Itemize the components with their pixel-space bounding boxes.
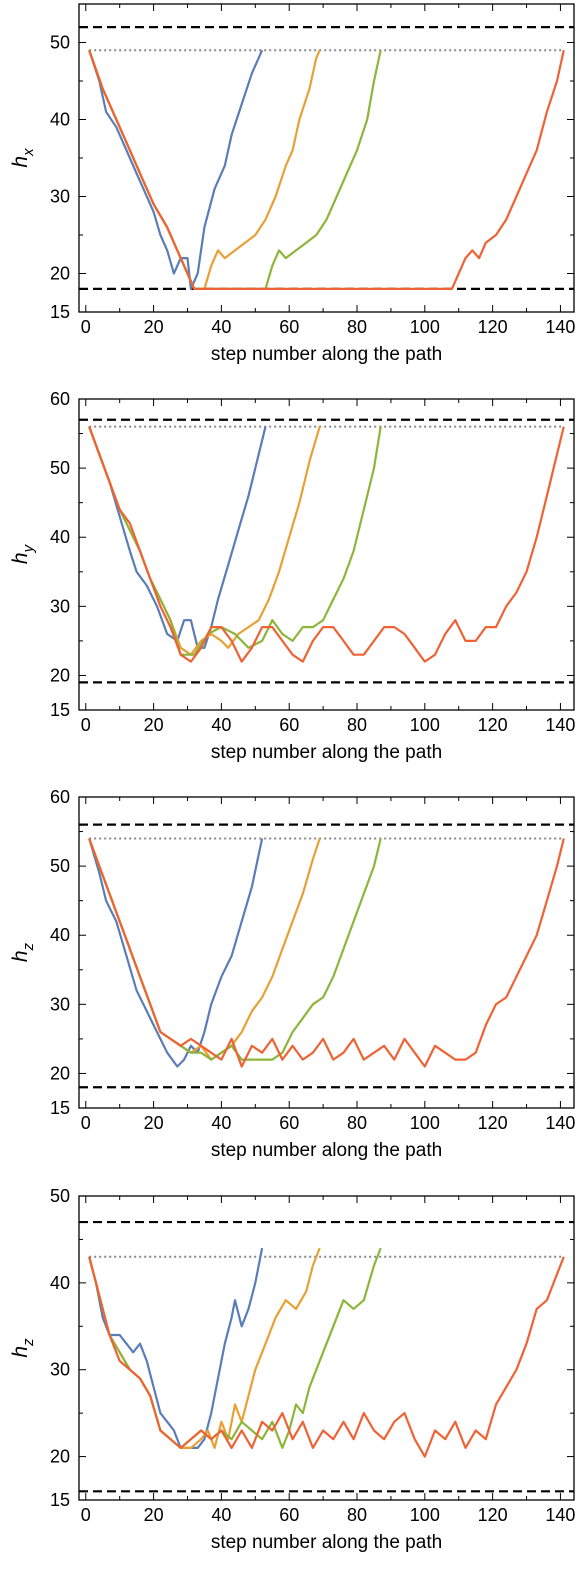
x-tick-label: 120 bbox=[478, 317, 508, 337]
x-axis-label: step number along the path bbox=[211, 1140, 442, 1161]
x-tick-label: 60 bbox=[279, 1113, 299, 1133]
panel-1: 0 20 40 60 80 100 120 140 15 20 30 40 50 step number … bbox=[9, 3, 575, 365]
y-tick-label: 30 bbox=[50, 596, 70, 616]
x-tick-label: 140 bbox=[545, 1505, 575, 1525]
series-line-4 bbox=[88, 1256, 565, 1458]
y-tick-label: 50 bbox=[50, 33, 70, 53]
x-tick-label: 40 bbox=[211, 1505, 231, 1525]
x-tick-label: 60 bbox=[279, 715, 299, 735]
x-tick-label: 40 bbox=[211, 715, 231, 735]
y-tick-label: 60 bbox=[50, 389, 70, 409]
panel-3: 0 20 40 60 80 100 120 140 15 20 30 40 50 60 step numbe… bbox=[9, 787, 575, 1161]
x-tick-label: 100 bbox=[410, 1113, 440, 1133]
x-axis-label: step number along the path bbox=[211, 344, 442, 365]
y-tick-label: 15 bbox=[50, 1490, 70, 1510]
x-tick-label: 80 bbox=[347, 1505, 367, 1525]
plot-frame bbox=[78, 796, 575, 1109]
x-tick-label: 120 bbox=[478, 715, 508, 735]
y-tick-label: 30 bbox=[50, 187, 70, 207]
panel-2: 0 20 40 60 80 100 120 140 15 20 30 40 50 60 step numbe… bbox=[9, 389, 575, 763]
y-tick-label: 50 bbox=[50, 458, 70, 478]
x-tick-label: 60 bbox=[279, 1505, 299, 1525]
x-tick-label: 40 bbox=[211, 317, 231, 337]
x-tick-label: 140 bbox=[545, 1113, 575, 1133]
x-axis-label: step number along the path bbox=[211, 1532, 442, 1553]
y-tick-label: 20 bbox=[50, 264, 70, 284]
series-line-2 bbox=[88, 426, 321, 656]
series-line-1 bbox=[88, 426, 267, 649]
series-line-3 bbox=[88, 49, 382, 290]
x-tick-label: 140 bbox=[545, 317, 575, 337]
x-tick-label: 20 bbox=[144, 1505, 164, 1525]
series-line-2 bbox=[88, 49, 321, 290]
x-tick-label: 140 bbox=[545, 715, 575, 735]
x-tick-label: 100 bbox=[410, 1505, 440, 1525]
x-tick-label: 120 bbox=[478, 1505, 508, 1525]
x-tick-label: 0 bbox=[81, 1113, 91, 1133]
x-tick-label: 100 bbox=[410, 715, 440, 735]
x-tick-label: 20 bbox=[144, 1113, 164, 1133]
y-tick-label: 30 bbox=[50, 994, 70, 1014]
x-tick-label: 80 bbox=[347, 317, 367, 337]
series-line-1 bbox=[88, 49, 264, 290]
series-line-4 bbox=[88, 426, 565, 663]
plot-frame bbox=[78, 398, 575, 711]
y-tick-label: 20 bbox=[50, 1447, 70, 1467]
y-tick-label: 40 bbox=[50, 925, 70, 945]
series-line-4 bbox=[88, 49, 565, 290]
y-tick-label: 50 bbox=[50, 856, 70, 876]
panel-4: 0 20 40 60 80 100 120 140 15 20 30 40 50 step number … bbox=[9, 1186, 575, 1553]
x-tick-label: 40 bbox=[211, 1113, 231, 1133]
x-tick-label: 0 bbox=[81, 317, 91, 337]
series-line-1 bbox=[88, 838, 264, 1068]
x-tick-label: 20 bbox=[144, 715, 164, 735]
y-tick-label: 30 bbox=[50, 1360, 70, 1380]
x-tick-label: 100 bbox=[410, 317, 440, 337]
x-tick-label: 20 bbox=[144, 317, 164, 337]
y-tick-label: 20 bbox=[50, 665, 70, 685]
y-axis-label: hz bbox=[9, 942, 37, 962]
y-tick-label: 60 bbox=[50, 787, 70, 807]
x-tick-label: 80 bbox=[347, 715, 367, 735]
series-line-3 bbox=[88, 838, 382, 1061]
plot-frame bbox=[78, 1195, 575, 1501]
x-axis-label: step number along the path bbox=[211, 742, 442, 763]
series-line-3 bbox=[88, 1247, 382, 1449]
x-tick-label: 0 bbox=[81, 715, 91, 735]
y-tick-label: 15 bbox=[50, 700, 70, 720]
y-axis-label: hy bbox=[9, 543, 37, 564]
y-axis-label: hx bbox=[9, 148, 37, 168]
y-tick-label: 40 bbox=[50, 1273, 70, 1293]
y-tick-label: 15 bbox=[50, 1098, 70, 1118]
x-tick-label: 0 bbox=[81, 1505, 91, 1525]
y-tick-label: 50 bbox=[50, 1186, 70, 1206]
series-line-1 bbox=[88, 1247, 264, 1449]
y-axis-label: hz bbox=[9, 1338, 37, 1358]
series-line-4 bbox=[88, 838, 565, 1068]
x-tick-label: 80 bbox=[347, 1113, 367, 1133]
x-tick-label: 60 bbox=[279, 317, 299, 337]
y-tick-label: 15 bbox=[50, 302, 70, 322]
y-tick-label: 40 bbox=[50, 110, 70, 130]
y-tick-label: 40 bbox=[50, 527, 70, 547]
x-tick-label: 120 bbox=[478, 1113, 508, 1133]
series-line-3 bbox=[88, 426, 382, 656]
y-tick-label: 20 bbox=[50, 1063, 70, 1083]
